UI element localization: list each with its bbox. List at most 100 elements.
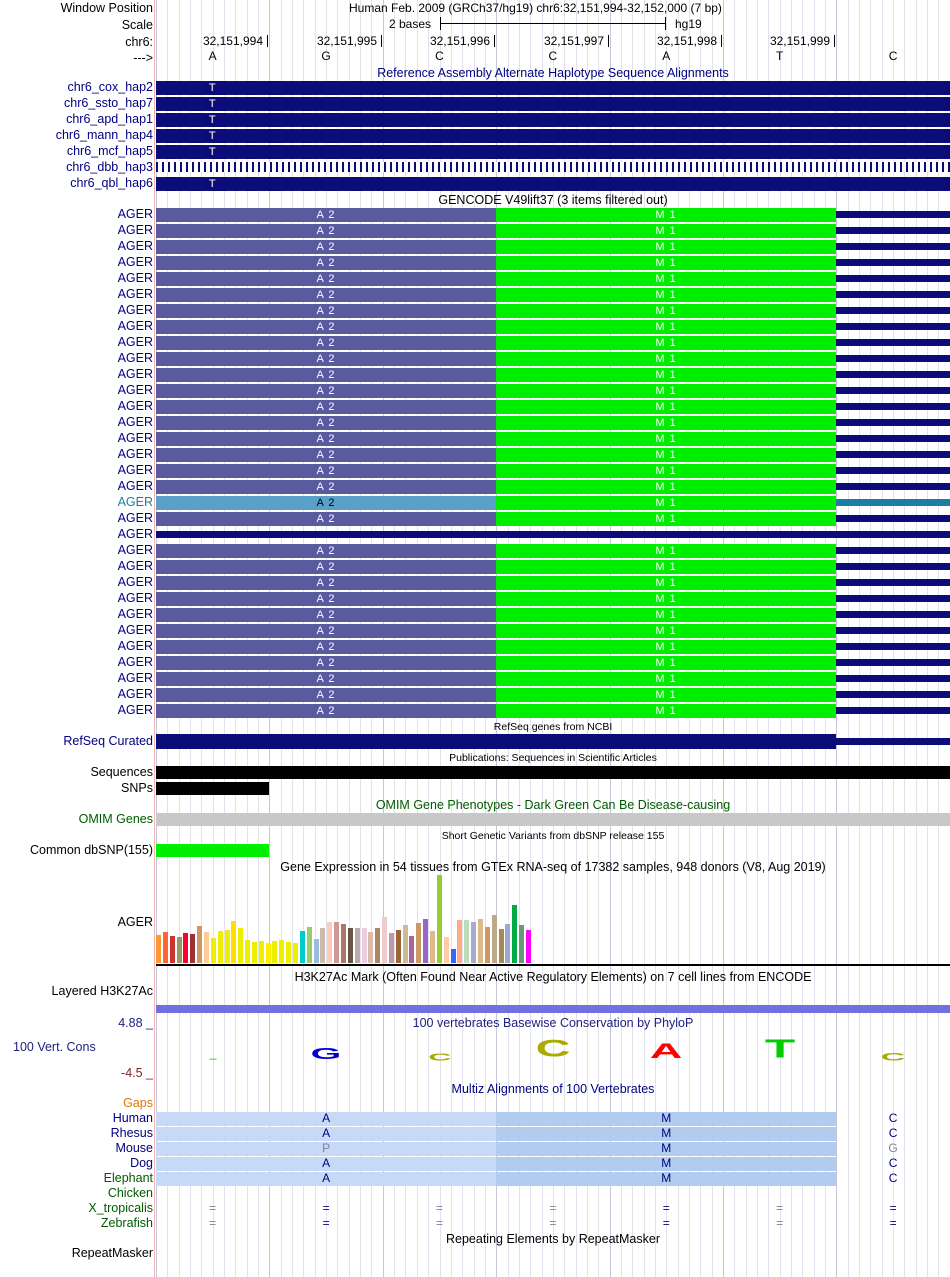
gtex-tissue-bar[interactable] (327, 922, 333, 963)
gtex-tissue-bar[interactable] (416, 923, 422, 963)
gencode-exon-m1[interactable] (496, 544, 836, 558)
gencode-transcript-label[interactable]: AGER (117, 575, 153, 589)
gencode-transcript-label[interactable]: AGER (117, 639, 153, 653)
phylop-base-glyph[interactable]: G (310, 1045, 342, 1063)
gencode-transcript-label[interactable]: AGER (117, 319, 153, 333)
dbsnp-label[interactable]: Common dbSNP(155) (30, 843, 153, 857)
gencode-utr-line[interactable] (836, 243, 950, 250)
gencode-utr-line[interactable] (836, 515, 950, 522)
gtex-tissue-bar[interactable] (525, 930, 531, 963)
gencode-utr-line[interactable] (836, 627, 950, 634)
gencode-exon-a2[interactable] (156, 576, 496, 590)
multiz-title[interactable]: Multiz Alignments of 100 Vertebrates (451, 1082, 655, 1096)
gencode-exon-m1[interactable] (496, 400, 836, 414)
snps-bar[interactable] (156, 782, 269, 795)
gencode-exon-m1[interactable] (496, 496, 836, 510)
sequences-label[interactable]: Sequences (90, 765, 153, 779)
gencode-utr-line[interactable] (836, 403, 950, 410)
alt-haplotype-label[interactable]: chr6_mcf_hap5 (66, 144, 153, 158)
alt-haplotype-label[interactable]: chr6_apd_hap1 (66, 112, 153, 126)
gencode-utr-line[interactable] (836, 211, 950, 218)
gtex-tissue-bar[interactable] (293, 943, 298, 963)
gencode-exon-m1[interactable] (496, 272, 836, 286)
multiz-block-m[interactable] (496, 1112, 836, 1126)
gencode-exon-m1[interactable] (496, 336, 836, 350)
gencode-transcript-label[interactable]: AGER (117, 527, 153, 541)
gtex-tissue-bar[interactable] (382, 917, 388, 963)
gencode-transcript-label[interactable]: AGER (117, 223, 153, 237)
gencode-exon-m1[interactable] (496, 656, 836, 670)
alt-haplotype-label[interactable]: chr6_dbb_hap3 (66, 160, 153, 174)
gtex-tissue-bar[interactable] (340, 924, 346, 963)
repeatmasker-title[interactable]: Repeating Elements by RepeatMasker (445, 1232, 660, 1246)
gencode-exon-m1[interactable] (496, 448, 836, 462)
gtex-tissue-bar[interactable] (395, 930, 401, 963)
gencode-utr-line[interactable] (836, 547, 950, 554)
gtex-tissue-bar[interactable] (347, 928, 353, 963)
gencode-exon-m1[interactable] (496, 608, 836, 622)
gencode-exon-a2[interactable] (156, 448, 496, 462)
multiz-species-label[interactable]: Chicken (107, 1186, 153, 1200)
gtex-tissue-bar[interactable] (183, 933, 189, 963)
gencode-transcript-label[interactable]: AGER (117, 335, 153, 349)
h3k27ac-signal[interactable] (156, 1005, 950, 1013)
gencode-exon-a2[interactable] (156, 544, 496, 558)
gtex-tissue-bar[interactable] (423, 919, 429, 963)
gencode-transcript-label[interactable]: AGER (117, 655, 153, 669)
gtex-tissue-bar[interactable] (258, 941, 264, 963)
alt-haplotype-bar[interactable] (156, 145, 950, 159)
alt-haplotype-bar[interactable] (156, 97, 950, 111)
gencode-utr-line[interactable] (836, 659, 950, 666)
multiz-block-a[interactable] (156, 1127, 496, 1141)
gencode-exon-m1[interactable] (496, 512, 836, 526)
gencode-exon-m1[interactable] (496, 688, 836, 702)
gencode-exon-a2[interactable] (156, 560, 496, 574)
multiz-species-label[interactable]: Rhesus (110, 1126, 153, 1140)
gencode-utr-line[interactable] (836, 483, 950, 490)
gencode-transcript-label[interactable]: AGER (117, 607, 153, 621)
multiz-gaps-label[interactable]: Gaps (123, 1096, 153, 1110)
gencode-transcript-label[interactable]: AGER (117, 415, 153, 429)
phylop-base-glyph[interactable]: C (880, 1050, 906, 1063)
phylop-base-glyph[interactable]: T (764, 1034, 795, 1063)
gencode-transcript-label[interactable]: AGER (117, 463, 153, 477)
gencode-exon-m1[interactable] (496, 208, 836, 222)
gtex-tissue-bar[interactable] (471, 922, 477, 963)
gtex-title[interactable]: Gene Expression in 54 tissues from GTEx … (280, 860, 826, 874)
gencode-exon-a2[interactable] (156, 416, 496, 430)
gencode-exon-m1[interactable] (496, 640, 836, 654)
multiz-block-a[interactable] (156, 1172, 496, 1186)
gencode-exon-a2[interactable] (156, 304, 496, 318)
phylop-label[interactable]: 100 Vert. Cons (13, 1040, 96, 1054)
gencode-utr-line[interactable] (836, 467, 950, 474)
gtex-tissue-bar[interactable] (402, 925, 408, 963)
phylop-title[interactable]: 100 vertebrates Basewise Conservation by… (412, 1016, 694, 1030)
omim-label[interactable]: OMIM Genes (78, 812, 153, 826)
phylop-base-glyph[interactable]: C (427, 1051, 452, 1063)
gencode-utr-line[interactable] (836, 275, 950, 282)
multiz-block-a[interactable] (156, 1157, 496, 1171)
gtex-tissue-bar[interactable] (484, 927, 490, 963)
gencode-transcript-label[interactable]: AGER (117, 287, 153, 301)
gtex-tissue-bar[interactable] (245, 940, 251, 963)
omim-title[interactable]: OMIM Gene Phenotypes - Dark Green Can Be… (375, 798, 731, 812)
gtex-tissue-bar[interactable] (313, 939, 319, 963)
multiz-block-a[interactable] (156, 1112, 496, 1126)
multiz-block-m[interactable] (496, 1157, 836, 1171)
gtex-tissue-bar[interactable] (409, 936, 415, 963)
gencode-exon-a2[interactable] (156, 656, 496, 670)
gtex-tissue-bar[interactable] (190, 934, 196, 963)
alt-haplotype-bar[interactable] (156, 81, 950, 95)
gencode-transcript-label[interactable]: AGER (117, 543, 153, 557)
gencode-exon-m1[interactable] (496, 672, 836, 686)
phylop-base-glyph[interactable]: C (535, 1035, 571, 1063)
gencode-transcript-label[interactable]: AGER (117, 495, 153, 509)
gencode-exon-m1[interactable] (496, 368, 836, 382)
gencode-exon-a2[interactable] (156, 272, 496, 286)
gtex-tissue-bar[interactable] (162, 932, 168, 963)
refseq-gene-utr[interactable] (836, 738, 950, 745)
gencode-utr-line[interactable] (836, 707, 950, 714)
repeatmasker-label[interactable]: RepeatMasker (71, 1246, 153, 1260)
gtex-tissue-bar[interactable] (498, 929, 504, 963)
